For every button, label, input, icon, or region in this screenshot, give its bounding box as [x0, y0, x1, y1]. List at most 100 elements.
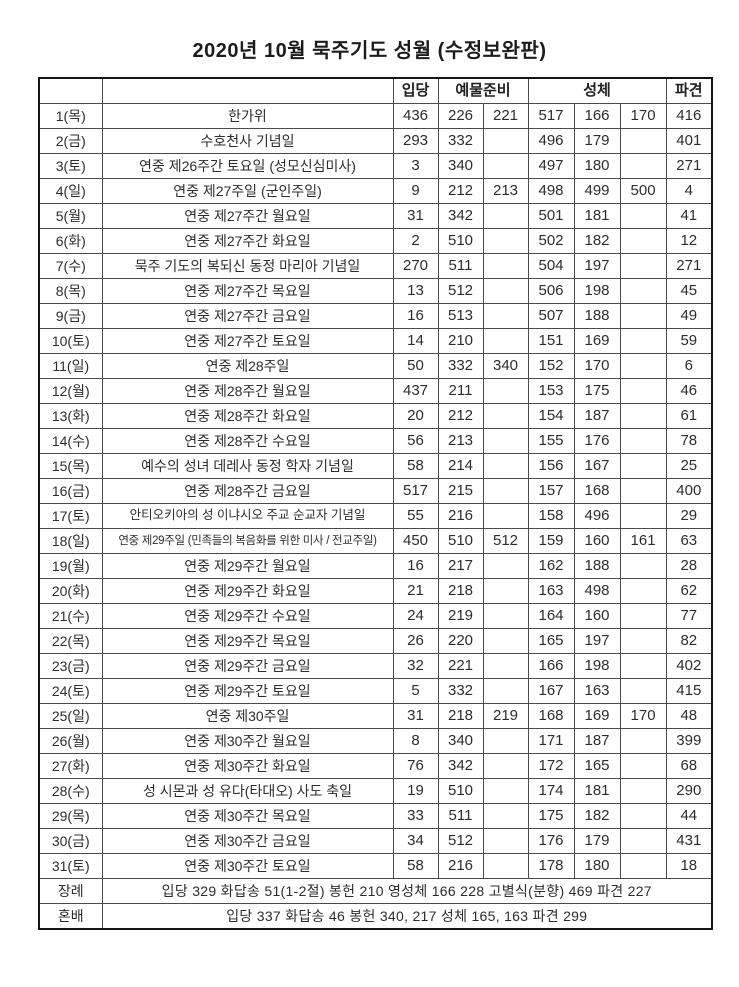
day-cell: 19(월) — [38, 553, 103, 579]
footer-row: 장례 입당 329 화답송 51(1-2절) 봉헌 210 영성체 166 228… — [38, 878, 713, 904]
header-dismissal: 파견 — [665, 77, 713, 104]
hymn-number-cell: 58 — [392, 853, 439, 879]
hymn-number-cell: 215 — [437, 478, 484, 504]
hymn-number-cell — [619, 303, 667, 329]
hymn-number-cell: 437 — [392, 378, 439, 404]
day-cell: 20(화) — [38, 578, 103, 604]
day-cell: 30(금) — [38, 828, 103, 854]
hymn-number-cell: 68 — [665, 753, 713, 779]
hymn-number-cell: 31 — [392, 203, 439, 229]
day-cell: 2(금) — [38, 128, 103, 154]
hymn-number-cell — [482, 653, 529, 679]
hymn-number-cell: 48 — [665, 703, 713, 729]
hymn-number-cell — [482, 153, 529, 179]
day-cell: 13(화) — [38, 403, 103, 429]
liturgy-cell: 연중 제27주간 화요일 — [101, 228, 394, 254]
hymn-number-cell: 517 — [527, 103, 575, 129]
liturgy-cell: 연중 제27주간 토요일 — [101, 328, 394, 354]
hymn-number-cell — [482, 478, 529, 504]
hymn-number-cell: 500 — [619, 178, 667, 204]
hymn-number-cell: 511 — [437, 803, 484, 829]
hymn-number-cell: 340 — [437, 728, 484, 754]
hymn-number-cell — [619, 453, 667, 479]
schedule-row: 4(일) 연중 제27주일 (군인주일) 9 212 213 498 499 500 4 — [38, 178, 713, 204]
schedule-row: 13(화) 연중 제28주간 화요일 20 212 154 187 61 — [38, 403, 713, 429]
hymn-number-cell: 513 — [437, 303, 484, 329]
liturgy-cell: 연중 제27주간 월요일 — [101, 203, 394, 229]
hymn-number-cell: 8 — [392, 728, 439, 754]
hymn-number-cell: 170 — [619, 103, 667, 129]
hymn-schedule-table: 입당 예물준비 성체 파견 1(목) 한가위 436 226 221 517 166 170 4… — [38, 77, 714, 930]
hymn-number-cell: 214 — [437, 453, 484, 479]
schedule-row: 6(화) 연중 제27주간 화요일 2 510 502 182 12 — [38, 228, 713, 254]
hymn-number-cell: 62 — [665, 578, 713, 604]
footer-label-cell: 혼배 — [38, 903, 103, 930]
hymn-number-cell: 216 — [437, 503, 484, 529]
day-cell: 12(월) — [38, 378, 103, 404]
hymn-number-cell: 16 — [392, 553, 439, 579]
hymn-number-cell: 511 — [437, 253, 484, 279]
hymn-number-cell: 165 — [573, 753, 621, 779]
hymn-number-cell — [482, 628, 529, 654]
liturgy-cell: 연중 제30주간 화요일 — [101, 753, 394, 779]
hymn-number-cell — [482, 678, 529, 704]
liturgy-cell: 연중 제28주간 수요일 — [101, 428, 394, 454]
hymn-number-cell: 415 — [665, 678, 713, 704]
hymn-number-cell: 160 — [573, 528, 621, 554]
hymn-number-cell: 450 — [392, 528, 439, 554]
hymn-number-cell: 400 — [665, 478, 713, 504]
hymn-number-cell: 59 — [665, 328, 713, 354]
hymn-number-cell: 210 — [437, 328, 484, 354]
hymn-number-cell: 501 — [527, 203, 575, 229]
schedule-row: 2(금) 수호천사 기념일 293 332 496 179 401 — [38, 128, 713, 154]
hymn-number-cell — [482, 578, 529, 604]
hymn-number-cell: 154 — [527, 403, 575, 429]
hymn-number-cell: 168 — [527, 703, 575, 729]
hymn-number-cell: 212 — [437, 178, 484, 204]
hymn-number-cell: 176 — [527, 828, 575, 854]
hymn-number-cell: 158 — [527, 503, 575, 529]
hymn-number-cell: 270 — [392, 253, 439, 279]
hymn-number-cell: 61 — [665, 403, 713, 429]
schedule-row: 31(토) 연중 제30주간 토요일 58 216 178 180 18 — [38, 853, 713, 879]
hymn-number-cell: 342 — [437, 753, 484, 779]
schedule-row: 29(목) 연중 제30주간 목요일 33 511 175 182 44 — [38, 803, 713, 829]
hymn-number-cell: 46 — [665, 378, 713, 404]
hymn-number-cell — [482, 453, 529, 479]
hymn-number-cell — [619, 853, 667, 879]
hymn-number-cell — [619, 828, 667, 854]
hymn-number-cell — [482, 253, 529, 279]
hymn-number-cell: 160 — [573, 603, 621, 629]
hymn-number-cell: 169 — [573, 703, 621, 729]
hymn-number-cell: 213 — [437, 428, 484, 454]
hymn-number-cell — [619, 403, 667, 429]
liturgy-cell: 연중 제28주간 화요일 — [101, 403, 394, 429]
hymn-number-cell — [619, 578, 667, 604]
schedule-row: 18(일) 연중 제29주일 (민족들의 복음화를 위한 미사 / 전교주일) 45… — [38, 528, 713, 554]
hymn-number-cell — [619, 778, 667, 804]
hymn-number-cell: 172 — [527, 753, 575, 779]
hymn-number-cell — [619, 428, 667, 454]
hymn-number-cell — [619, 353, 667, 379]
hymn-number-cell: 290 — [665, 778, 713, 804]
liturgy-cell: 연중 제26주간 토요일 (성모신심미사) — [101, 153, 394, 179]
day-cell: 1(목) — [38, 103, 103, 129]
hymn-number-cell: 2 — [392, 228, 439, 254]
hymn-number-cell: 506 — [527, 278, 575, 304]
hymn-number-cell: 198 — [573, 653, 621, 679]
hymn-number-cell — [482, 753, 529, 779]
hymn-number-cell: 33 — [392, 803, 439, 829]
hymn-number-cell: 12 — [665, 228, 713, 254]
liturgy-cell: 연중 제30주간 토요일 — [101, 853, 394, 879]
day-cell: 3(토) — [38, 153, 103, 179]
hymn-number-cell — [482, 128, 529, 154]
hymn-number-cell: 16 — [392, 303, 439, 329]
hymn-number-cell — [619, 678, 667, 704]
hymn-number-cell: 49 — [665, 303, 713, 329]
hymn-number-cell: 50 — [392, 353, 439, 379]
schedule-row: 11(일) 연중 제28주일 50 332 340 152 170 6 — [38, 353, 713, 379]
hymn-number-cell — [619, 128, 667, 154]
liturgy-cell: 연중 제29주간 월요일 — [101, 553, 394, 579]
liturgy-cell: 예수의 성녀 데레사 동정 학자 기념일 — [101, 453, 394, 479]
schedule-row: 10(토) 연중 제27주간 토요일 14 210 151 169 59 — [38, 328, 713, 354]
